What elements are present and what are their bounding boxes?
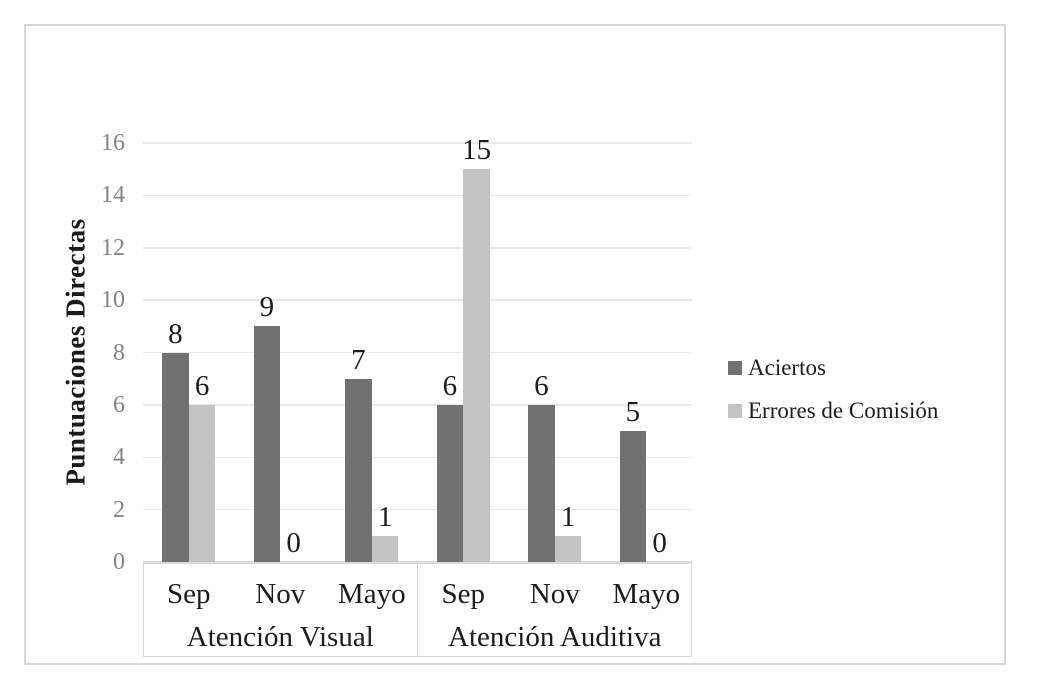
- gridline-y16: [143, 142, 692, 144]
- y-tick-label-6: 6: [113, 391, 125, 418]
- y-tick-label-2: 2: [113, 496, 125, 523]
- bar-aciertos: [162, 352, 189, 562]
- data-label: 8: [168, 317, 183, 350]
- x-group-label: Atención Auditiva: [448, 621, 662, 653]
- data-label: 6: [194, 369, 210, 402]
- y-tick-label-4: 4: [113, 444, 125, 471]
- legend-swatch-errores: [728, 404, 742, 418]
- bar-errores: [554, 535, 582, 562]
- gridline-y12: [143, 247, 692, 249]
- x-category-label: Mayo: [337, 578, 406, 610]
- x-group-label: Atención Visual: [186, 621, 374, 653]
- y-tick-label-0: 0: [113, 549, 125, 575]
- legend-label: Aciertos: [748, 355, 826, 380]
- gridline-y6: [143, 404, 692, 406]
- x-category-label: Sep: [167, 578, 211, 610]
- data-label: 0: [286, 527, 301, 559]
- bar-aciertos: [528, 404, 555, 562]
- bar-errores: [371, 535, 399, 562]
- data-label: 15: [462, 134, 492, 167]
- data-label: 6: [534, 369, 549, 402]
- data-label: 5: [625, 396, 641, 429]
- x-category-label: Sep: [441, 578, 486, 610]
- x-category-label: Mayo: [612, 578, 681, 610]
- x-axis-line: [143, 561, 692, 563]
- data-label: 7: [351, 343, 366, 376]
- y-tick-label-14: 14: [101, 182, 125, 209]
- gridline-y4: [143, 456, 692, 458]
- y-tick-label-16: 16: [101, 130, 125, 156]
- gridline-y10: [143, 299, 692, 301]
- y-tick-label-12: 12: [101, 234, 125, 261]
- x-category-label: Nov: [529, 578, 580, 610]
- bar-errores: [463, 169, 490, 562]
- data-label: 6: [442, 369, 458, 402]
- data-label: 1: [377, 500, 393, 533]
- x-category-label: Nov: [255, 578, 306, 610]
- data-label: 9: [259, 291, 275, 324]
- data-label: 1: [560, 500, 576, 533]
- y-tick-label-10: 10: [101, 287, 125, 314]
- bar-aciertos: [253, 326, 281, 562]
- bar-aciertos: [345, 378, 372, 562]
- legend-label: Errores de Comisión: [748, 398, 939, 423]
- legend-swatch-aciertos: [728, 361, 742, 375]
- gridline-y14: [143, 194, 692, 197]
- bar-aciertos: [619, 431, 647, 562]
- gridline-y8: [143, 351, 692, 354]
- gridline-y2: [143, 508, 692, 511]
- axis-group-divider: [416, 563, 419, 657]
- bar-aciertos: [436, 404, 464, 562]
- bar-errores: [188, 404, 216, 562]
- y-tick-label-8: 8: [113, 339, 125, 366]
- data-label: 0: [652, 527, 667, 559]
